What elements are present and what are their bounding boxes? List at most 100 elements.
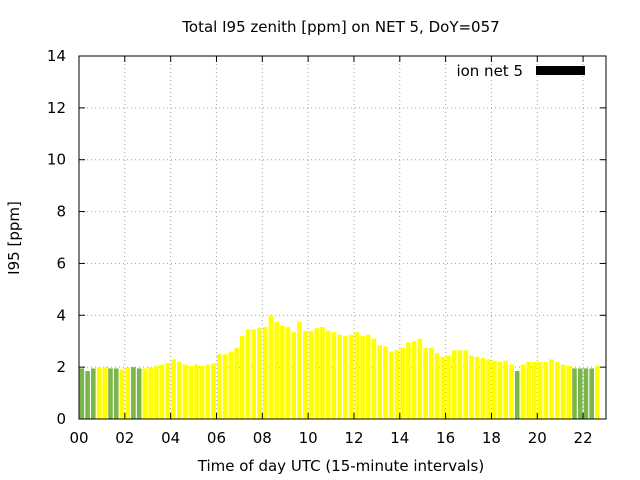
bar: [595, 365, 600, 419]
bar: [388, 351, 394, 419]
bar: [343, 336, 348, 419]
bar: [302, 330, 308, 419]
bar: [171, 359, 176, 419]
bar: [451, 350, 457, 419]
y-axis-label: I95 [ppm]: [5, 201, 23, 275]
bar: [194, 364, 199, 419]
bar: [428, 347, 434, 419]
bar: [205, 364, 211, 419]
bar: [537, 361, 543, 419]
bar: [217, 354, 222, 419]
bar: [577, 368, 583, 419]
bar: [532, 361, 537, 419]
bar: [589, 368, 594, 419]
y-tick-label: 14: [47, 47, 66, 65]
y-tick-label: 8: [56, 203, 66, 221]
bar: [108, 368, 113, 419]
bar: [136, 368, 142, 419]
y-tick-label: 0: [56, 410, 66, 428]
grid-lines: [79, 56, 606, 419]
y-tick-label: 10: [47, 151, 66, 169]
bar: [257, 328, 262, 419]
legend-label: ion net 5: [456, 62, 523, 80]
bar: [520, 364, 526, 419]
bar: [486, 359, 491, 419]
bar: [285, 326, 291, 419]
legend: ion net 5: [456, 62, 585, 80]
bar: [331, 332, 337, 419]
bar: [79, 368, 85, 419]
bar: [245, 329, 251, 419]
bar: [492, 360, 497, 419]
bar: [320, 326, 325, 419]
bar: [280, 325, 285, 419]
bar: [297, 321, 302, 419]
bar: [560, 364, 566, 419]
bar: [354, 332, 360, 419]
y-tick-label: 6: [56, 254, 66, 272]
bar: [234, 347, 239, 419]
bar: [543, 361, 549, 419]
x-tick-label: 20: [528, 429, 547, 447]
bar: [566, 365, 572, 419]
x-tick-label: 08: [253, 429, 272, 447]
bar: [474, 356, 480, 419]
chart-title: Total I95 zenith [ppm] on NET 5, DoY=057: [181, 18, 499, 36]
x-tick-label: 22: [574, 429, 593, 447]
bar: [509, 364, 514, 419]
bar-series: [79, 315, 600, 419]
bar: [371, 338, 377, 419]
axis-ticks: [78, 55, 606, 420]
bar: [154, 365, 159, 419]
bar: [91, 368, 96, 419]
bar: [365, 334, 371, 419]
bar: [377, 345, 383, 419]
bar: [411, 341, 417, 419]
bar: [274, 321, 279, 419]
y-tick-label: 2: [56, 358, 66, 376]
bar: [572, 368, 577, 419]
bar: [360, 336, 365, 419]
bar: [228, 351, 234, 419]
bar: [440, 356, 446, 419]
bar: [182, 364, 188, 419]
bar: [291, 332, 297, 419]
bar: [131, 367, 136, 419]
x-axis-tick-labels: 00 02 04 06 08 10 12 14 16 18 20 22: [69, 429, 592, 447]
bar: [125, 367, 130, 419]
bar: [102, 367, 108, 419]
bar: [188, 365, 193, 419]
x-axis-label: Time of day UTC (15-minute intervals): [197, 457, 484, 475]
bar: [268, 315, 274, 419]
bar: [348, 334, 354, 419]
bar: [469, 355, 474, 419]
x-tick-label: 12: [344, 429, 363, 447]
bar: [211, 363, 216, 419]
x-tick-label: 10: [299, 429, 318, 447]
x-tick-label: 16: [436, 429, 455, 447]
x-tick-label: 00: [69, 429, 88, 447]
bar: [503, 360, 509, 419]
bar: [457, 350, 463, 419]
bar: [555, 361, 560, 419]
bar: [480, 358, 486, 419]
x-tick-label: 06: [207, 429, 226, 447]
bar: [262, 326, 268, 419]
bar: [159, 364, 165, 419]
bar: [423, 347, 428, 419]
x-tick-label: 14: [390, 429, 409, 447]
bar: [394, 350, 400, 419]
bar: [406, 342, 411, 419]
bar: [96, 367, 102, 419]
y-axis-tick-labels: 0 2 4 6 8 10 12 14: [47, 47, 66, 428]
bar: [199, 365, 205, 419]
bar: [497, 361, 503, 419]
bar: [251, 329, 257, 419]
bar: [549, 359, 554, 419]
bar: [148, 367, 153, 419]
bar: [142, 368, 148, 419]
bar: [383, 346, 388, 419]
bar: [446, 355, 451, 419]
bar: [400, 347, 405, 419]
